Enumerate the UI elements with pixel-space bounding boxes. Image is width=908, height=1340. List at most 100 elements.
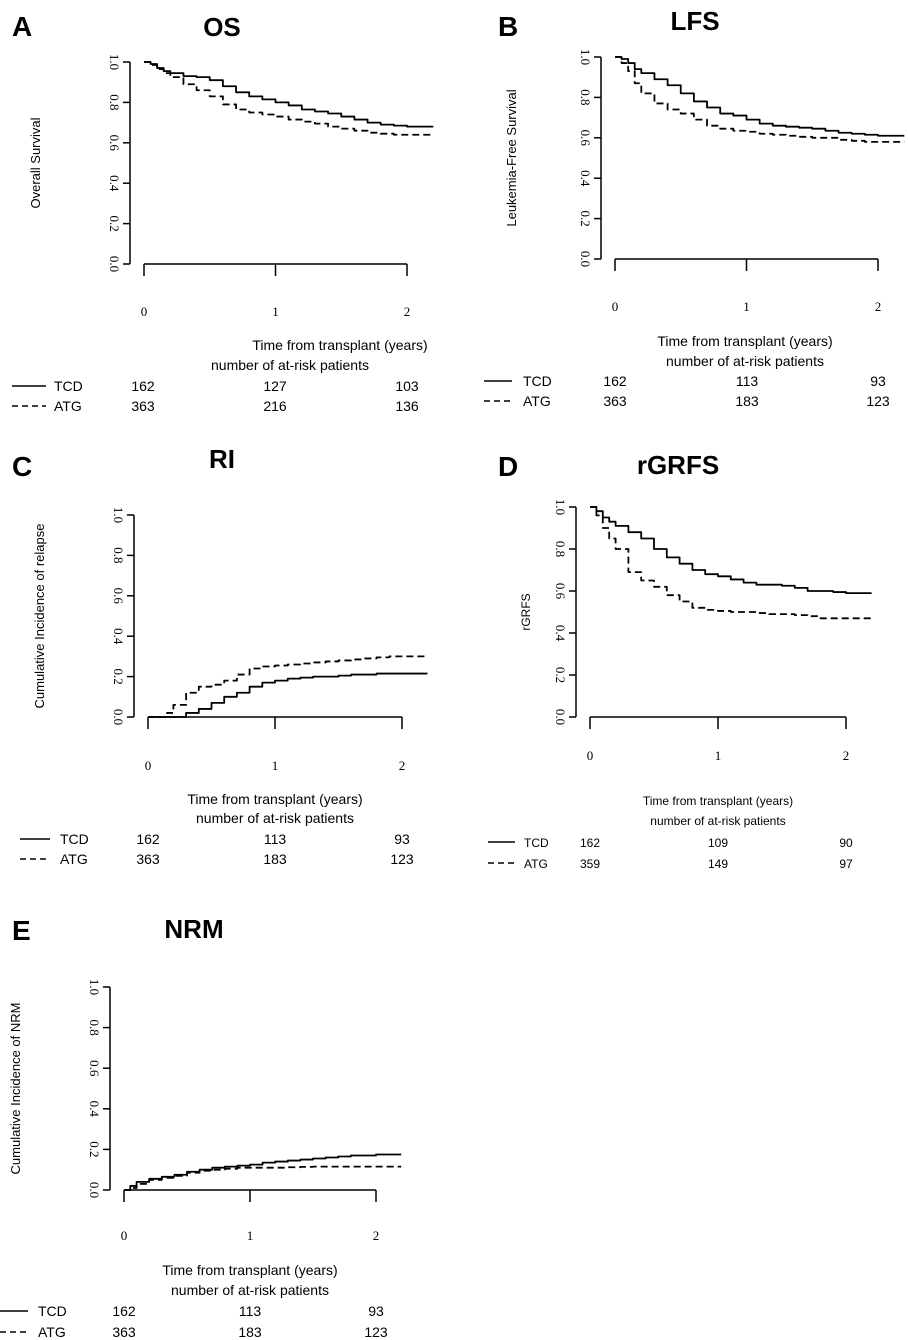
at-risk-count: 363: [131, 398, 155, 414]
y-tick-label: 0.2: [87, 1141, 102, 1157]
panel-letter: C: [12, 451, 32, 482]
y-tick-label: 0.4: [553, 625, 568, 642]
y-tick-label: 0.4: [87, 1101, 102, 1118]
at-risk-count: 149: [708, 857, 728, 871]
at-risk-count: 136: [395, 398, 419, 414]
at-risk-count: 103: [395, 378, 419, 394]
y-tick-label: 0.4: [107, 175, 122, 192]
y-tick-label: 0.8: [578, 89, 593, 105]
series-atg-curve: [124, 1165, 402, 1191]
x-tick-label: 2: [399, 758, 406, 773]
y-tick-label: 0.8: [107, 94, 122, 110]
y-tick-label: 1.0: [111, 507, 126, 523]
y-tick-label: 0.8: [87, 1019, 102, 1035]
panel-title: NRM: [164, 914, 223, 944]
y-tick-label: 0.6: [87, 1060, 102, 1077]
y-tick-label: 0.4: [111, 628, 126, 645]
y-tick-label: 1.0: [578, 49, 593, 65]
at-risk-count: 113: [736, 373, 759, 389]
panel-c: C RI 0.0 0.2 0.4 0.6 0.8 1.0 Cumulative Incidenc…: [12, 444, 428, 867]
at-risk-label-atg: ATG: [60, 851, 88, 867]
at-risk-header: number of at-risk patients: [650, 814, 785, 828]
y-tick-label: 0.0: [553, 709, 568, 725]
at-risk-label-atg: ATG: [54, 398, 82, 414]
at-risk-count: 183: [735, 393, 759, 409]
series-tcd-curve: [148, 672, 428, 718]
at-risk-label-tcd: TCD: [38, 1303, 67, 1319]
x-axis-label: Time from transplant (years): [252, 337, 427, 353]
at-risk-count: 183: [263, 851, 287, 867]
y-tick-label: 0.4: [578, 170, 593, 187]
series-tcd-curve: [615, 56, 905, 137]
panel-letter: A: [12, 11, 32, 42]
panel-title: OS: [203, 12, 241, 42]
y-tick-label: 1.0: [107, 54, 122, 70]
x-tick-label: 1: [743, 299, 750, 314]
at-risk-count: 97: [839, 857, 853, 871]
panel-letter: D: [498, 451, 518, 482]
at-risk-count: 363: [136, 851, 160, 867]
series-atg-curve: [590, 506, 872, 620]
at-risk-count: 162: [112, 1303, 136, 1319]
y-tick-label: 0.0: [87, 1182, 102, 1198]
x-tick-label: 1: [715, 748, 722, 763]
at-risk-count: 216: [263, 398, 287, 414]
series-tcd-curve: [590, 506, 872, 594]
panel-letter: E: [12, 915, 31, 946]
y-tick-label: 0.2: [111, 668, 126, 684]
panel-letter: B: [498, 11, 518, 42]
y-axis-label: Cumulative Incidence of NRM: [8, 1003, 23, 1175]
at-risk-count: 90: [839, 836, 853, 850]
y-tick-label: 0.6: [578, 130, 593, 147]
at-risk-count: 127: [263, 378, 287, 394]
x-axis-label: Time from transplant (years): [187, 791, 362, 807]
at-risk-header: number of at-risk patients: [196, 810, 354, 826]
x-tick-label: 1: [247, 1228, 254, 1243]
y-tick-label: 0.8: [553, 541, 568, 557]
x-axis-label: Time from transplant (years): [643, 794, 793, 808]
series-tcd-curve: [124, 1153, 402, 1191]
at-risk-count: 93: [870, 373, 886, 389]
at-risk-label-tcd: TCD: [523, 373, 552, 389]
y-axis-label: rGRFS: [519, 593, 533, 630]
x-tick-label: 0: [587, 748, 594, 763]
panel-title: LFS: [670, 6, 719, 36]
y-tick-label: 0.6: [111, 588, 126, 605]
at-risk-label-tcd: TCD: [54, 378, 83, 394]
x-tick-label: 0: [121, 1228, 128, 1243]
y-axis-label: Overall Survival: [28, 117, 43, 208]
at-risk-label-atg: ATG: [524, 857, 548, 871]
series-tcd-curve: [144, 61, 434, 128]
x-tick-label: 2: [875, 299, 882, 314]
x-tick-label: 1: [272, 304, 279, 319]
at-risk-count: 162: [580, 836, 600, 850]
x-tick-label: 0: [141, 304, 148, 319]
y-axis-label: Leukemia-Free Survival: [504, 89, 519, 226]
y-tick-label: 0.2: [553, 667, 568, 683]
at-risk-count: 162: [136, 831, 160, 847]
y-tick-label: 1.0: [553, 499, 568, 515]
y-tick-label: 0.8: [111, 547, 126, 563]
at-risk-count: 359: [580, 857, 600, 871]
x-tick-label: 2: [373, 1228, 380, 1243]
at-risk-count: 113: [239, 1303, 262, 1319]
panel-b: B LFS 0.0 0.2 0.4 0.6 0.8 1.0 Leukemia-Free Surv…: [484, 6, 905, 409]
series-atg-curve: [148, 655, 428, 718]
y-tick-label: 0.0: [578, 251, 593, 267]
x-axis-label: Time from transplant (years): [162, 1262, 337, 1278]
y-tick-label: 0.2: [578, 210, 593, 226]
y-tick-label: 0.0: [107, 256, 122, 272]
x-tick-label: 2: [843, 748, 850, 763]
at-risk-label-tcd: TCD: [60, 831, 89, 847]
y-tick-label: 0.0: [111, 709, 126, 725]
series-atg-curve: [615, 56, 905, 143]
y-tick-label: 0.6: [107, 135, 122, 152]
at-risk-count: 113: [264, 831, 287, 847]
at-risk-count: 162: [131, 378, 155, 394]
at-risk-header: number of at-risk patients: [666, 353, 824, 369]
x-tick-label: 2: [404, 304, 411, 319]
x-axis-label: Time from transplant (years): [657, 333, 832, 349]
